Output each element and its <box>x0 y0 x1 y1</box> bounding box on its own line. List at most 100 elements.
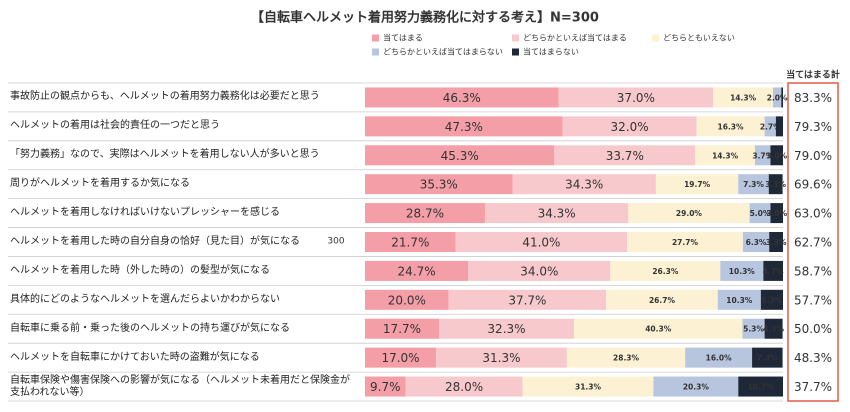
bar-segment <box>405 376 523 397</box>
value-label: 31.3% <box>482 351 520 365</box>
value-label: 34.0% <box>520 264 558 278</box>
value-label: 3.7% <box>752 151 773 160</box>
bar-segment <box>566 347 686 368</box>
row-label: ヘルメットの着用は社会的責任の一つだと思う <box>10 112 350 141</box>
row-label: 事故防止の観点からも、ヘルメットの着用努力義務化は必要だと思う <box>10 83 350 112</box>
chart-title: 【自転車ヘルメット着用努力義務化に対する考え】N=300 <box>251 10 599 26</box>
bar-segment <box>365 318 439 339</box>
bar-segment <box>365 289 449 310</box>
bar-segment <box>713 87 773 108</box>
row-label: 周りがヘルメットを着用するか気になる <box>10 170 350 199</box>
value-label: 3.3% <box>765 180 786 189</box>
legend-swatch <box>652 34 659 42</box>
bar-segment <box>365 203 485 224</box>
row-label-text: 具体的にどのようなヘルメットを選んだらよいかわからない <box>10 293 280 305</box>
bar-segment <box>365 260 469 281</box>
value-label: 32.0% <box>611 120 649 134</box>
bar-segment <box>574 318 743 339</box>
value-label: 16.0% <box>706 354 733 363</box>
value-label: 47.3% <box>445 120 483 134</box>
value-label: 27.7% <box>672 238 699 247</box>
bar-segment <box>772 87 782 108</box>
value-label: 34.3% <box>565 178 603 192</box>
value-label: 16.3% <box>718 122 745 131</box>
row-label: 自転車に乗る前・乗った後のヘルメットの持ち運びが気になる <box>10 314 350 343</box>
value-label: 35.3% <box>420 178 458 192</box>
value-label: 17.7% <box>383 322 421 336</box>
total-label: 58.7% <box>794 264 832 278</box>
bar-segment <box>742 232 770 252</box>
bar-segment <box>770 203 783 224</box>
value-label: 14.3% <box>712 151 739 160</box>
value-label: 3.0% <box>766 151 787 160</box>
legend-swatch <box>372 34 379 42</box>
bar-segment <box>365 347 437 368</box>
value-label: 14.3% <box>730 93 757 102</box>
row-label-text: ヘルメットを着用しなければいけないプレッシャーを感じる <box>10 207 280 219</box>
bar-segment <box>365 87 559 108</box>
totals-frame <box>787 82 839 402</box>
bar-segment <box>365 232 456 252</box>
bar-segment <box>754 145 771 166</box>
total-label: 69.6% <box>794 178 832 192</box>
value-label: 46.3% <box>443 91 481 105</box>
total-label: 79.3% <box>794 120 832 134</box>
bar-segment <box>749 203 771 224</box>
total-label: 79.0% <box>794 149 832 163</box>
row-label-text: ヘルメットの着用は社会的責任の一つだと思う <box>10 120 220 132</box>
value-label: 33.7% <box>606 149 644 163</box>
bar-segment <box>562 116 697 137</box>
bar-segment <box>365 145 555 166</box>
value-label: 17.0% <box>381 351 419 365</box>
bar-segment <box>742 318 765 339</box>
total-label: 62.7% <box>794 236 832 250</box>
value-label: 45.3% <box>441 149 479 163</box>
bar-segment <box>764 318 783 339</box>
value-label: 7.3% <box>743 180 764 189</box>
row-label-text: ヘルメットを着用した時（外した時の）の髪型が気になる <box>10 264 270 276</box>
row-label: 自転車保険や傷害保険への影響が気になる（ヘルメット未着用だと保険金が支払われない… <box>10 372 350 401</box>
bar-segment <box>738 174 769 195</box>
total-label: 57.7% <box>794 293 832 307</box>
total-label: 37.7% <box>794 380 832 394</box>
value-label: 32.3% <box>487 322 525 336</box>
value-label: 10.3% <box>726 296 753 305</box>
row-label-text: 自転車保険や傷害保険への影響が気になる（ヘルメット未着用だと保険金が支払われない… <box>10 374 350 398</box>
bar-segment <box>769 232 783 252</box>
value-label: 34.3% <box>538 207 576 221</box>
bar-segment <box>484 203 629 224</box>
totals-header: 当てはまる計 <box>786 69 840 81</box>
bar-segment <box>775 116 783 137</box>
legend-label: どちらかといえば当てはまらない <box>383 47 503 57</box>
value-label: 28.7% <box>406 207 444 221</box>
bar-segment <box>764 116 776 137</box>
bar-segment <box>438 318 574 339</box>
total-label: 63.0% <box>794 207 832 221</box>
row-label: ヘルメットを自転車にかけておいた時の盗難が気になる <box>10 343 350 372</box>
bar-segment <box>695 145 755 166</box>
total-label: 83.3% <box>794 91 832 105</box>
value-label: 20.3% <box>683 383 710 392</box>
bar-segment <box>720 260 764 281</box>
value-label: 6.3% <box>746 238 767 247</box>
bar-segment <box>606 289 718 310</box>
value-label: 28.0% <box>445 380 483 394</box>
bar-segment <box>768 174 783 195</box>
value-label: 10.7% <box>748 383 775 392</box>
bar-segment <box>781 87 783 108</box>
value-label: 9.7% <box>370 380 401 394</box>
row-label-text: 事故防止の観点からも、ヘルメットの着用努力義務化は必要だと思う <box>10 91 320 103</box>
value-label: 2.7% <box>760 122 781 131</box>
bar-segment <box>717 289 761 310</box>
row-label: ヘルメットを着用した時の自分自身の恰好（見た目）が気になる <box>10 228 350 257</box>
value-label: 37.0% <box>617 91 655 105</box>
legend-swatch <box>372 48 379 56</box>
total-label: 50.0% <box>794 322 832 336</box>
bar-segment <box>752 347 783 368</box>
bar-segment <box>448 289 607 310</box>
value-label: 37.7% <box>508 293 546 307</box>
bar-segment <box>436 347 567 368</box>
bar-segment <box>512 174 656 195</box>
